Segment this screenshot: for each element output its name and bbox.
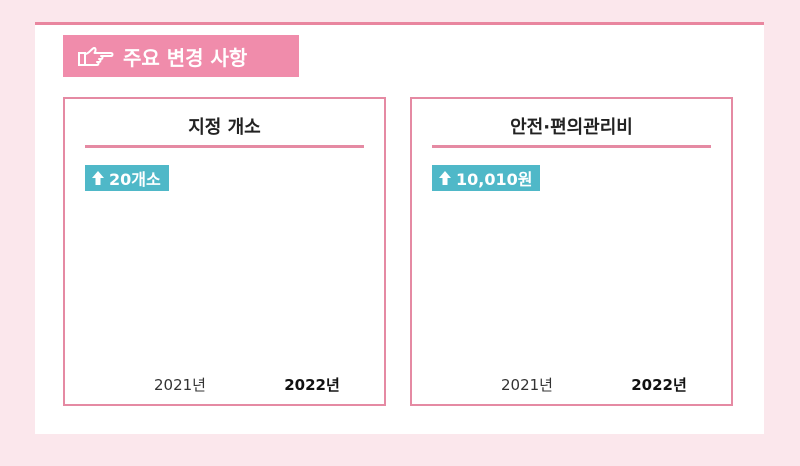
content-card: 주요 변경 사항 지정 개소 19개소39개소 20개소 2021년 2022년…	[35, 22, 764, 434]
category-label-2022: 2022년	[631, 376, 687, 394]
panel-management-fee: 안전·편의관리비 27,760원37,770원 10,010원 2021년 20…	[410, 97, 733, 406]
category-label-2021: 2021년	[501, 376, 553, 394]
panel-title: 지정 개소	[85, 113, 364, 148]
section-title: 주요 변경 사항	[123, 45, 248, 70]
increase-value: 10,010원	[456, 170, 533, 189]
increase-badge: 19개소39개소 20개소	[85, 165, 169, 191]
increase-value: 20개소	[109, 170, 161, 189]
up-arrow-icon: 19개소39개소	[92, 171, 104, 185]
up-arrow-icon: 27,760원37,770원	[439, 171, 451, 185]
chart-svg	[85, 195, 369, 365]
bar-chart	[432, 195, 716, 365]
section-header: 주요 변경 사항	[63, 35, 299, 77]
increase-badge: 27,760원37,770원 10,010원	[432, 165, 541, 191]
panel-locations: 지정 개소 19개소39개소 20개소 2021년 2022년	[63, 97, 386, 406]
chart-svg	[432, 195, 716, 365]
category-label-2022: 2022년	[284, 376, 340, 394]
category-label-2021: 2021년	[154, 376, 206, 394]
pointing-hand-icon	[78, 46, 114, 66]
bar-chart	[85, 195, 369, 365]
panel-title: 안전·편의관리비	[432, 113, 711, 148]
